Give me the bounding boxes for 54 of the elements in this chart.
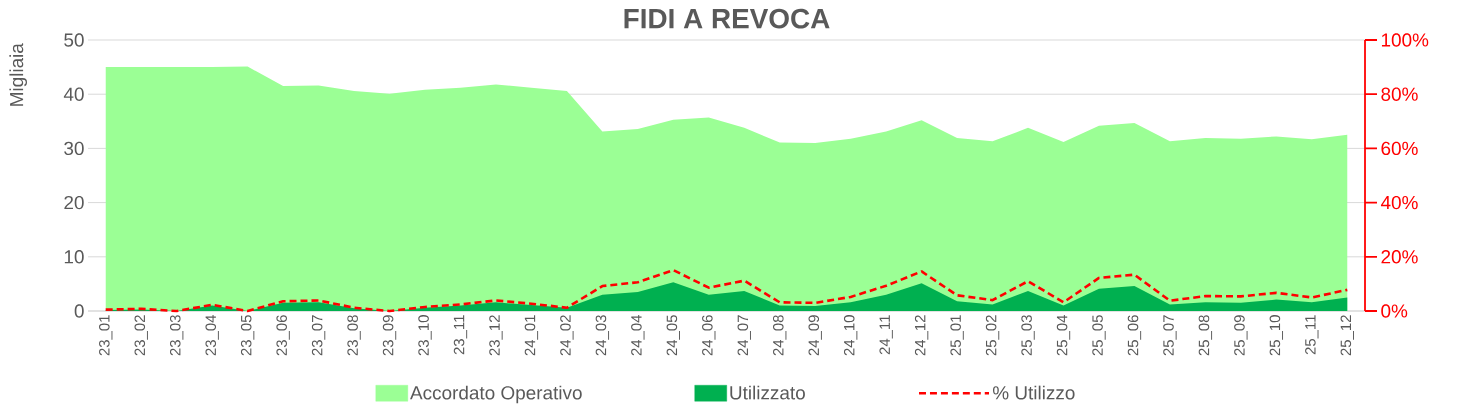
x-tick-label: 24_08 [773, 315, 787, 356]
x-tick-label: 24_06 [702, 315, 716, 356]
legend-label: % Utilizzo [992, 385, 1075, 400]
x-tick-label: 25_01 [950, 315, 964, 356]
x-tick-label: 24_03 [595, 315, 610, 356]
x-tick-label: 25_10 [1269, 315, 1284, 356]
y-axis-title: Migliaia [9, 43, 28, 106]
x-tick-label: 23_04 [205, 314, 219, 356]
legend-label: Accordato Operativo [410, 385, 582, 404]
line-series [104, 268, 1349, 313]
x-tick-label: 23_12 [489, 315, 503, 356]
x-tick-label: 25_08 [1198, 315, 1213, 356]
x-tick-label: 25_07 [1163, 315, 1177, 356]
y-tick-label: 0 [74, 304, 84, 318]
x-tick-label: 24_07 [737, 315, 751, 356]
y-tick-label: 40 [63, 87, 84, 101]
x-tick-label: 24_05 [666, 315, 680, 356]
x-tick-label: 24_01 [524, 315, 539, 356]
x-tick-label: 24_12 [914, 315, 929, 356]
x-tick-label: 25_04 [1056, 314, 1071, 356]
x-tick-label: 24_04 [631, 314, 645, 356]
x-tick-label: 23_09 [382, 315, 397, 356]
x-tick-label: 24_11 [879, 315, 893, 355]
x-tick-label: 24_09 [808, 315, 822, 356]
x-tick-label: 25_06 [1127, 315, 1142, 356]
chart-title: FIDI A REVOCA [624, 8, 830, 29]
y2-tick-label: 60% [1381, 141, 1418, 156]
y-tick-label: 10 [64, 250, 84, 264]
x-tick-label: 23_07 [311, 315, 326, 356]
y2-tick-label: 80% [1381, 87, 1418, 101]
y-tick-label: 50 [64, 33, 84, 47]
x-tick-label: 25_03 [1021, 315, 1035, 356]
x-tick-label: 25_02 [985, 315, 1000, 356]
x-tick-label: 24_10 [843, 315, 858, 356]
x-tick-label: 25_09 [1234, 315, 1248, 356]
x-tick-label: 23_11 [453, 315, 468, 355]
legend-label: Utilizzato [730, 385, 805, 400]
y2-tick-label: 100% [1381, 33, 1429, 47]
x-tick-label: 23_10 [418, 315, 432, 356]
x-tick-label: 23_02 [134, 315, 148, 356]
x-tick-label: 23_06 [276, 315, 290, 356]
x-tick-label: 24_02 [560, 315, 574, 356]
x-tick-label: 23_03 [169, 315, 184, 356]
x-tick-label: 23_08 [347, 315, 361, 356]
x-tick-label: 23_05 [240, 315, 255, 356]
x-tick-label: 25_05 [1092, 315, 1106, 356]
x-tick-label: 25_12 [1340, 315, 1354, 356]
x-tick-label: 25_11 [1305, 315, 1319, 355]
y-tick-label: 30 [64, 141, 84, 156]
x-tick-label: 23_01 [99, 315, 113, 356]
y2-tick-label: 40% [1380, 195, 1418, 210]
y2-tick-label: 0% [1381, 304, 1408, 318]
y-tick-label: 20 [64, 195, 84, 210]
y2-tick-label: 20% [1381, 250, 1418, 264]
